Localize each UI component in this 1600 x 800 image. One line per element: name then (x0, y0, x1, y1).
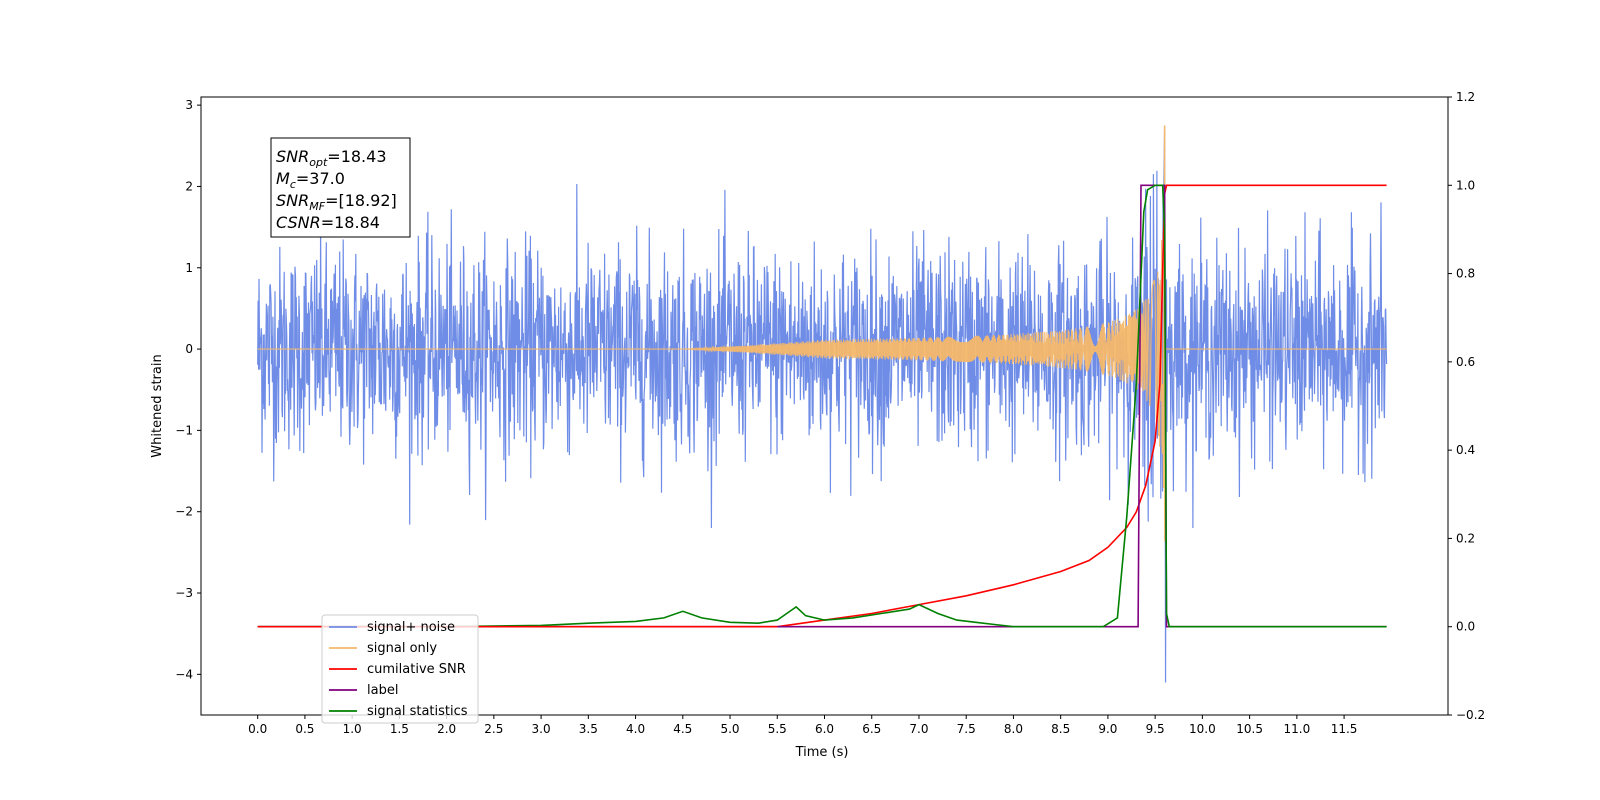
x-tick-label: 0.5 (295, 722, 314, 736)
x-tick-label: 11.5 (1331, 722, 1358, 736)
x-tick-label: 8.5 (1051, 722, 1070, 736)
x-tick-label: 0.0 (248, 722, 267, 736)
x-tick-label: 9.0 (1098, 722, 1117, 736)
y-tick-label: −1 (175, 423, 193, 437)
x-tick-label: 8.0 (1004, 722, 1023, 736)
x-tick-label: 10.0 (1189, 722, 1216, 736)
x-axis-ticks: 0.0 0.5 1.0 1.5 2.0 2.5 3.0 3.5 4.0 4.5 5.0 5.5 6.0 6… (248, 715, 1357, 736)
metric-line: SNRopt=18.43 (276, 147, 387, 169)
y2-tick-label: 0.0 (1456, 620, 1475, 634)
y-axis-ticks: 3 2 1 0 −1 −2 −3 −4 (175, 98, 201, 681)
metrics-annotation-lines: SNRopt=18.43Mc=37.0SNRMF=[18.92]CSNR=18.… (276, 147, 397, 232)
y-tick-label: 2 (185, 179, 193, 193)
series-line-cumulative-snr (777, 184, 1387, 628)
x-tick-label: 11.0 (1283, 722, 1310, 736)
y-tick-label: −3 (175, 586, 193, 600)
series-line-signal-only (257, 236, 1387, 542)
legend-label: label (367, 683, 398, 698)
metric-line: SNRMF=[18.92] (276, 191, 397, 213)
metric-var: SNR (276, 191, 309, 210)
x-tick-label: 6.5 (862, 722, 881, 736)
x-tick-label: 2.0 (437, 722, 456, 736)
legend-label: signal statistics (367, 704, 468, 719)
y2-axis-ticks: 1.2 1.0 0.8 0.6 0.4 0.2 0.0 −0.2 (1448, 90, 1485, 722)
y2-tick-label: 0.8 (1456, 267, 1475, 281)
x-tick-label: 9.5 (1146, 722, 1165, 736)
y-tick-label: −4 (175, 667, 193, 681)
legend-label: signal+ noise (367, 620, 455, 635)
metric-line: Mc=37.0 (276, 169, 345, 191)
x-tick-label: 7.5 (957, 722, 976, 736)
x-tick-label: 7.0 (909, 722, 928, 736)
legend-box (321, 614, 479, 724)
y2-tick-label: 1.2 (1456, 90, 1475, 104)
y2-tick-label: 0.2 (1456, 531, 1475, 545)
y2-tick-label: 1.0 (1456, 178, 1475, 192)
y-tick-label: 0 (185, 342, 193, 356)
metric-subscript: opt (309, 156, 328, 169)
y-tick-label: 3 (185, 98, 193, 112)
legend: signal+ noise signal only cumilative SNR la… (321, 614, 479, 724)
y-axis-title: Whitened strain (150, 354, 165, 457)
legend-label: cumilative SNR (367, 662, 466, 677)
x-tick-label: 1.0 (343, 722, 362, 736)
x-tick-label: 3.5 (579, 722, 598, 736)
legend-label: signal only (367, 641, 437, 656)
x-tick-label: 2.5 (484, 722, 503, 736)
y2-tick-label: −0.2 (1456, 708, 1485, 722)
metric-var: SNR (276, 147, 309, 166)
metric-value: =[18.92] (325, 191, 397, 210)
metric-value: =18.43 (327, 147, 386, 166)
metric-var: CSNR (276, 213, 321, 232)
x-tick-label: 5.0 (720, 722, 739, 736)
x-tick-label: 4.5 (673, 722, 692, 736)
metric-line: CSNR=18.84 (276, 213, 380, 232)
x-tick-label: 5.5 (768, 722, 787, 736)
x-tick-label: 3.0 (532, 722, 551, 736)
y2-tick-label: 0.6 (1456, 355, 1475, 369)
y-tick-label: −2 (175, 505, 193, 519)
metrics-annotation-box (270, 137, 411, 238)
x-tick-label: 4.0 (626, 722, 645, 736)
metric-value: =37.0 (296, 169, 345, 188)
metric-var: M (276, 169, 290, 188)
metrics-annotation: SNRopt=18.43Mc=37.0SNRMF=[18.92]CSNR=18.… (270, 137, 411, 238)
metric-subscript: c (290, 178, 296, 191)
x-tick-label: 1.5 (390, 722, 409, 736)
metric-subscript: MF (309, 200, 325, 213)
metric-value: =18.84 (321, 213, 380, 232)
x-axis-title: Time (s) (795, 745, 849, 760)
x-tick-label: 10.5 (1236, 722, 1263, 736)
x-tick-label: 6.0 (815, 722, 834, 736)
y-tick-label: 1 (185, 261, 193, 275)
series-line-signal-statistics (257, 184, 1387, 628)
legend-items: signal+ noise signal only cumilative SNR la… (329, 620, 468, 719)
y2-tick-label: 0.4 (1456, 443, 1475, 457)
